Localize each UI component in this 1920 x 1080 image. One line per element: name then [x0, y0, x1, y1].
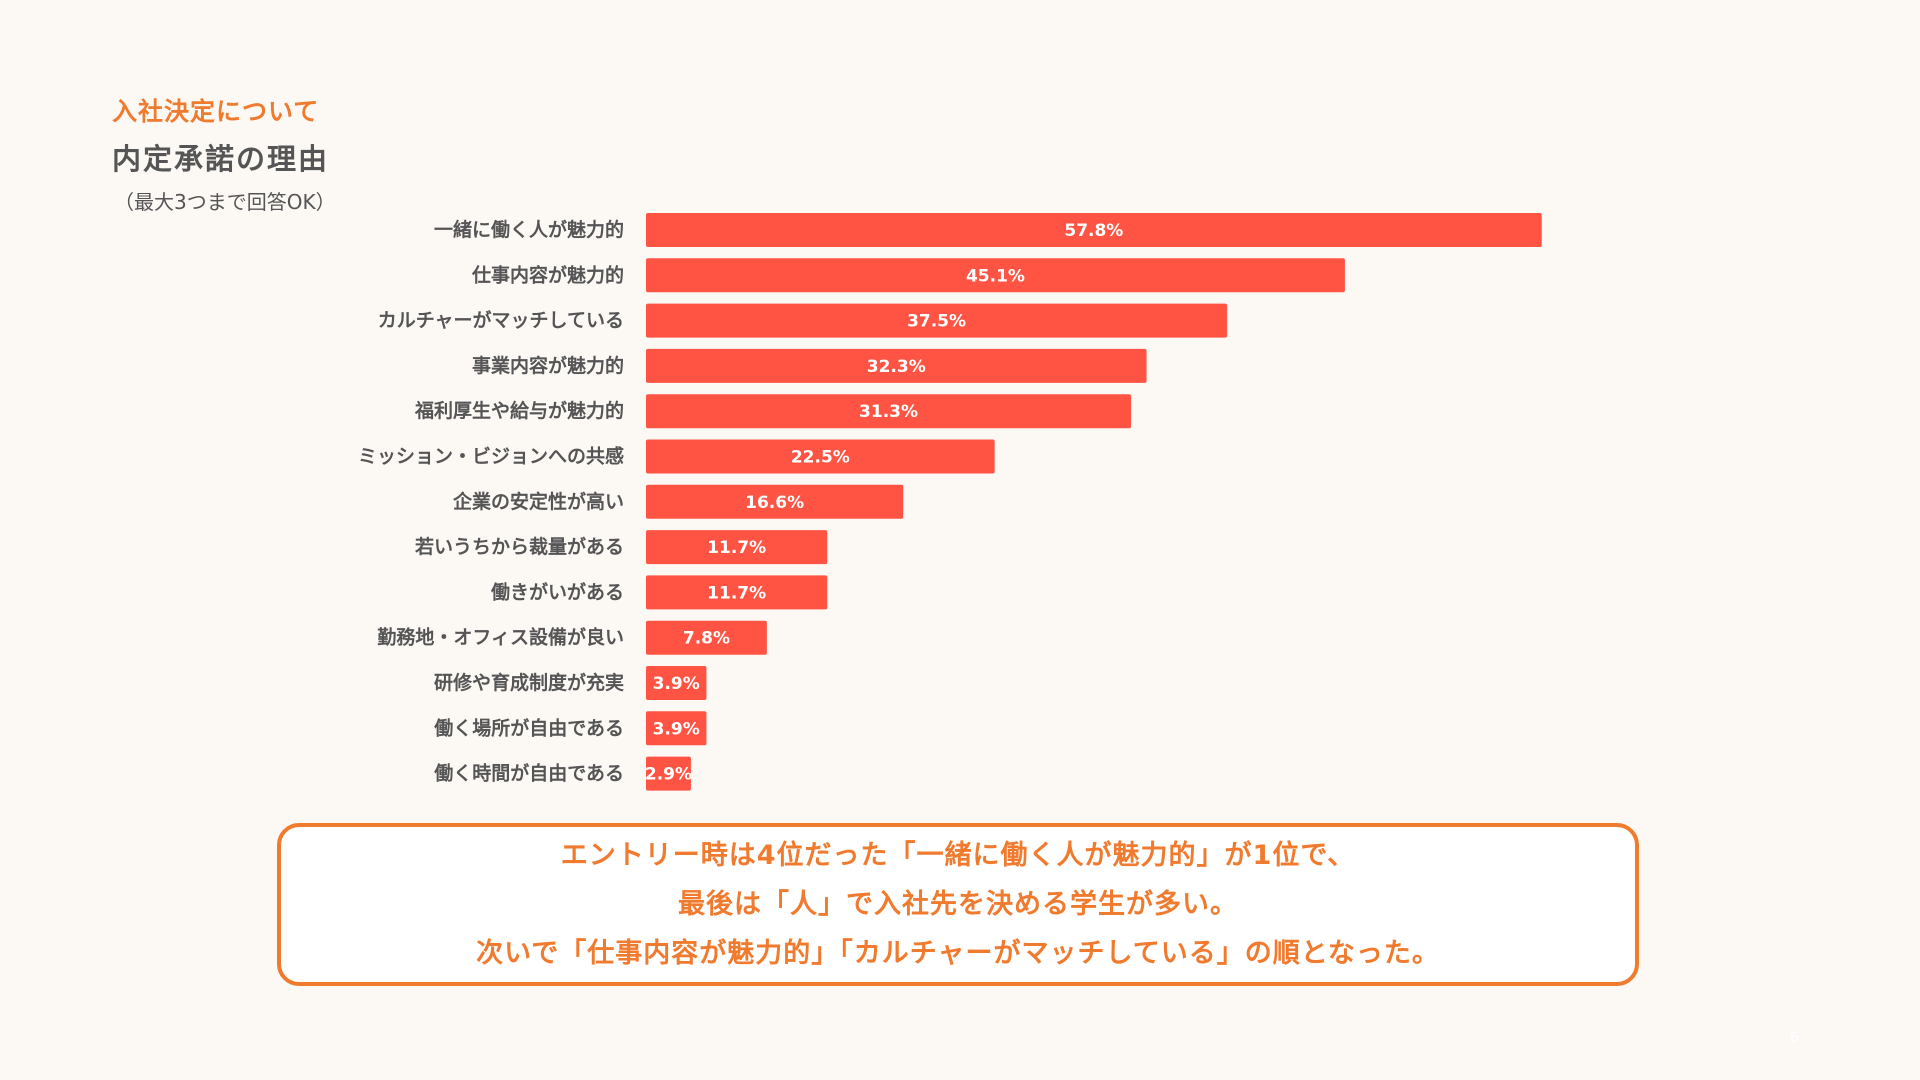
- value-label: 32.3%: [867, 357, 926, 377]
- category-label: 一緒に働く人が魅力的: [434, 218, 624, 241]
- answer-note: （最大3つまで回答OK）: [114, 190, 336, 214]
- value-label: 31.3%: [859, 402, 918, 422]
- value-label: 11.7%: [707, 538, 766, 558]
- callout-line-2: 最後は「人」で入社先を決める学生が多い。: [678, 889, 1238, 920]
- bar: [646, 666, 707, 700]
- category-label: 仕事内容が魅力的: [471, 263, 624, 286]
- page-title: 内定承諾の理由: [112, 142, 330, 176]
- category-label: 勤務地・オフィス設備が良い: [377, 626, 624, 649]
- value-label: 2.9%: [645, 765, 692, 785]
- bar: [646, 394, 1132, 429]
- callout-line-1: エントリー時は4位だった「一緒に働く人が魅力的」が1位で、: [560, 840, 1356, 871]
- category-label: ミッション・ビジョンへの共感: [358, 445, 624, 468]
- value-label: 11.7%: [707, 583, 766, 603]
- value-label: 3.9%: [653, 674, 700, 694]
- category-label: 事業内容が魅力的: [472, 354, 624, 377]
- value-label: 7.8%: [683, 629, 730, 649]
- page-number: 6: [1790, 1030, 1799, 1046]
- bar: [646, 303, 1228, 338]
- bar: [646, 711, 707, 746]
- bar: [646, 484, 904, 519]
- bar: [646, 530, 828, 565]
- category-label: 若いうちから裁量がある: [415, 535, 624, 558]
- value-label: 3.9%: [653, 719, 700, 739]
- bar: [646, 439, 995, 474]
- bar: [646, 348, 1147, 383]
- bar: [646, 620, 767, 655]
- category-label: 働く時間が自由である: [433, 762, 624, 785]
- bar: [646, 258, 1345, 293]
- bar: [646, 756, 691, 791]
- callout-line-3: 次いで「仕事内容が魅力的」「カルチャーがマッチしている」の順となった。: [476, 938, 1440, 969]
- bar: [646, 575, 828, 610]
- value-label: 37.5%: [907, 312, 966, 332]
- bar: [646, 213, 1542, 247]
- value-label: 45.1%: [966, 266, 1025, 286]
- category-label: 福利厚生や給与が魅力的: [414, 399, 624, 422]
- category-label: 働く場所が自由である: [433, 716, 624, 739]
- summary-callout: エントリー時は4位だった「一緒に働く人が魅力的」が1位で、 最後は「人」で入社先…: [277, 823, 1639, 986]
- value-label: 16.6%: [745, 493, 804, 513]
- section-label: 入社決定について: [112, 97, 320, 126]
- category-label: 研修や育成制度が充実: [434, 671, 624, 694]
- value-label: 57.8%: [1064, 221, 1123, 241]
- value-label: 22.5%: [791, 448, 850, 468]
- category-label: カルチャーがマッチしている: [378, 309, 624, 332]
- category-label: 働きがいがある: [490, 580, 624, 603]
- category-label: 企業の安定性が高い: [452, 490, 624, 513]
- reasons-bar-chart: 一緒に働く人が魅力的 57.8% 仕事内容が魅力的 45.1% カルチャーがマッチしてい…: [358, 213, 1542, 791]
